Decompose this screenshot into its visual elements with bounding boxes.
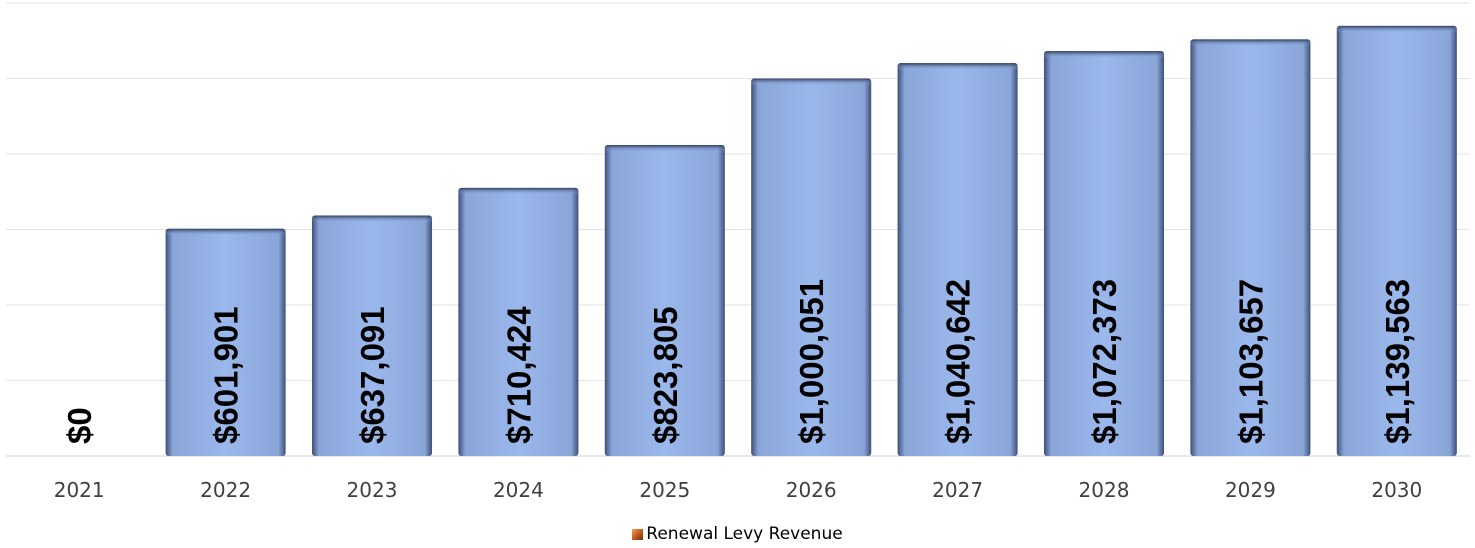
x-tick-label: 2022 <box>200 478 251 502</box>
bar-bevel <box>751 78 872 86</box>
bar <box>604 145 725 456</box>
legend-label: Renewal Levy Revenue <box>646 524 843 544</box>
x-tick-label: 2029 <box>1225 478 1276 502</box>
bar-bevel <box>311 215 433 223</box>
bar <box>165 228 286 456</box>
x-tick-label: 2021 <box>54 478 105 502</box>
bar <box>1043 51 1165 456</box>
bar-chart: $0 $601,901 $637,091 $710,424 $823,805 $1,000… <box>6 2 1470 502</box>
bar-bevel <box>1190 39 1311 47</box>
x-tick-label: 2026 <box>786 478 837 502</box>
bar-body <box>1190 39 1311 457</box>
bar <box>897 63 1018 456</box>
data-label: $710,424 <box>500 306 537 444</box>
bar <box>1336 25 1457 456</box>
data-label: $0 <box>61 407 98 444</box>
bar-body <box>751 78 872 457</box>
bars-group <box>165 25 1457 457</box>
bar-body <box>458 187 579 456</box>
bar <box>751 78 872 457</box>
bar-bevel <box>604 145 725 153</box>
x-axis-tick-labels: 2021 2022 2023 2024 2025 2026 2027 2028 2029 2030 <box>54 478 1423 502</box>
bar-bevel <box>1043 51 1165 59</box>
data-label: $1,139,563 <box>1379 279 1416 444</box>
x-tick-label: 2023 <box>347 478 398 502</box>
bar-bevel <box>1336 25 1457 33</box>
bar <box>311 215 433 456</box>
x-tick-label: 2028 <box>1079 478 1130 502</box>
x-tick-label: 2030 <box>1371 478 1422 502</box>
data-label: $823,805 <box>647 306 684 444</box>
bar-body <box>165 228 286 456</box>
bar-body <box>897 63 1018 456</box>
legend: Renewal Levy Revenue <box>0 524 1475 544</box>
data-label: $1,103,657 <box>1232 279 1269 444</box>
data-label: $1,072,373 <box>1086 279 1123 444</box>
bar-body <box>1336 25 1457 456</box>
bar-body <box>1043 51 1165 456</box>
data-label: $1,000,051 <box>793 279 830 444</box>
bar-body <box>311 215 433 456</box>
bar-body <box>604 145 725 456</box>
legend-swatch-icon <box>632 528 644 540</box>
data-label: $637,091 <box>354 306 391 444</box>
bar-bevel <box>165 228 286 236</box>
bar-bevel <box>458 187 579 195</box>
x-tick-label: 2027 <box>932 478 983 502</box>
bar <box>1190 39 1311 457</box>
data-labels-group: $0 $601,901 $637,091 $710,424 $823,805 $1,000… <box>61 279 1416 444</box>
bar <box>458 187 579 456</box>
data-label: $1,040,642 <box>940 279 977 444</box>
data-label: $601,901 <box>208 306 245 444</box>
bar-bevel <box>897 63 1018 71</box>
x-tick-label: 2024 <box>493 478 544 502</box>
x-tick-label: 2025 <box>639 478 690 502</box>
